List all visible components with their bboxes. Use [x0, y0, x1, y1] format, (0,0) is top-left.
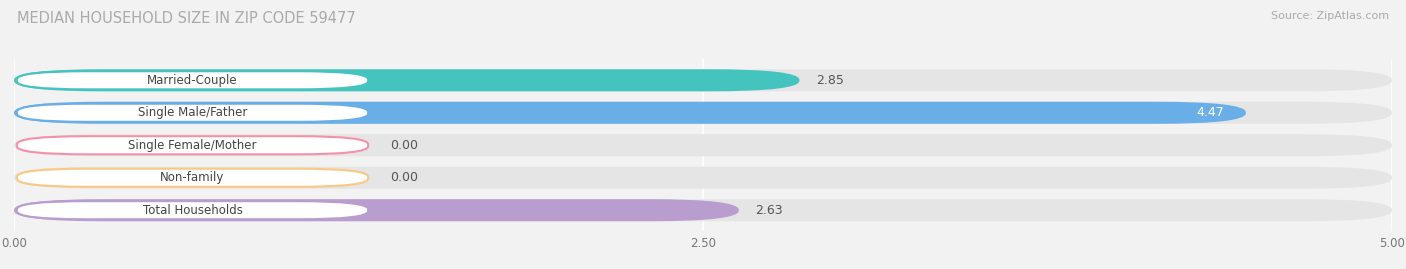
FancyBboxPatch shape — [14, 102, 1246, 124]
FancyBboxPatch shape — [14, 167, 1392, 189]
Text: Source: ZipAtlas.com: Source: ZipAtlas.com — [1271, 11, 1389, 21]
Text: 0.00: 0.00 — [391, 139, 418, 152]
Text: 2.63: 2.63 — [755, 204, 783, 217]
Text: 2.85: 2.85 — [815, 74, 844, 87]
FancyBboxPatch shape — [17, 136, 368, 154]
FancyBboxPatch shape — [14, 199, 1392, 221]
Text: Married-Couple: Married-Couple — [148, 74, 238, 87]
FancyBboxPatch shape — [14, 134, 1392, 156]
FancyBboxPatch shape — [17, 71, 368, 89]
Text: Total Households: Total Households — [142, 204, 242, 217]
FancyBboxPatch shape — [17, 201, 368, 219]
Text: Non-family: Non-family — [160, 171, 225, 184]
Text: MEDIAN HOUSEHOLD SIZE IN ZIP CODE 59477: MEDIAN HOUSEHOLD SIZE IN ZIP CODE 59477 — [17, 11, 356, 26]
Text: 4.47: 4.47 — [1197, 106, 1223, 119]
FancyBboxPatch shape — [14, 102, 1392, 124]
FancyBboxPatch shape — [17, 169, 368, 187]
FancyBboxPatch shape — [14, 199, 738, 221]
FancyBboxPatch shape — [14, 69, 800, 91]
Text: Single Male/Father: Single Male/Father — [138, 106, 247, 119]
Text: Single Female/Mother: Single Female/Mother — [128, 139, 257, 152]
FancyBboxPatch shape — [14, 69, 1392, 91]
Text: 0.00: 0.00 — [391, 171, 418, 184]
FancyBboxPatch shape — [17, 104, 368, 122]
